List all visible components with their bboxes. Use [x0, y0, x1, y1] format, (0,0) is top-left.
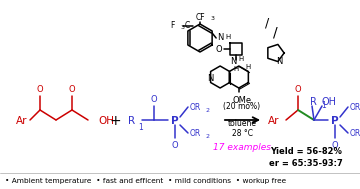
- Text: /: /: [265, 16, 269, 29]
- Text: er = 65:35-93:7: er = 65:35-93:7: [269, 159, 343, 167]
- Text: 2: 2: [206, 108, 210, 112]
- Text: Ar: Ar: [268, 116, 279, 126]
- Text: N: N: [208, 74, 214, 83]
- Text: OR: OR: [190, 102, 201, 112]
- Text: N: N: [217, 33, 224, 43]
- Text: O: O: [69, 85, 75, 94]
- Text: /: /: [273, 26, 278, 40]
- Text: O: O: [37, 85, 43, 94]
- Text: R: R: [310, 97, 317, 107]
- Text: 1: 1: [321, 101, 326, 111]
- Text: H: H: [245, 64, 250, 70]
- Text: 3: 3: [181, 25, 185, 30]
- Text: H: H: [234, 66, 239, 72]
- Text: Yield = 56-82%: Yield = 56-82%: [270, 147, 342, 156]
- Text: OR: OR: [350, 129, 360, 138]
- Text: Ar: Ar: [16, 116, 27, 126]
- Text: OR: OR: [350, 102, 360, 112]
- Text: • Ambient temperature  • fast and efficent  • mild conditions  • workup free: • Ambient temperature • fast and efficen…: [5, 178, 286, 184]
- Text: (20 mo%): (20 mo%): [224, 101, 261, 111]
- Text: P: P: [331, 116, 339, 126]
- Text: 28 °C: 28 °C: [231, 129, 252, 138]
- Text: N: N: [230, 57, 237, 66]
- Text: N: N: [276, 57, 282, 66]
- Text: 2: 2: [206, 133, 210, 139]
- Text: O: O: [295, 85, 301, 94]
- Text: OH: OH: [98, 116, 114, 126]
- Text: P: P: [171, 116, 179, 126]
- Text: OMe: OMe: [233, 96, 252, 105]
- Text: O: O: [332, 140, 338, 149]
- Text: H: H: [238, 56, 243, 62]
- Text: F: F: [171, 21, 175, 30]
- Text: O: O: [216, 44, 222, 53]
- Text: R: R: [128, 116, 135, 126]
- Text: OR: OR: [190, 129, 201, 138]
- Text: O: O: [172, 140, 178, 149]
- Text: +: +: [109, 114, 121, 128]
- Text: 1: 1: [138, 122, 143, 132]
- Text: O: O: [151, 94, 157, 104]
- Text: 3: 3: [211, 16, 215, 21]
- Text: toluene: toluene: [228, 119, 256, 128]
- Text: OH: OH: [322, 97, 337, 107]
- Text: C: C: [185, 21, 190, 30]
- Text: H: H: [225, 34, 230, 40]
- Text: CF: CF: [195, 13, 205, 22]
- Text: 17 examples: 17 examples: [213, 143, 271, 152]
